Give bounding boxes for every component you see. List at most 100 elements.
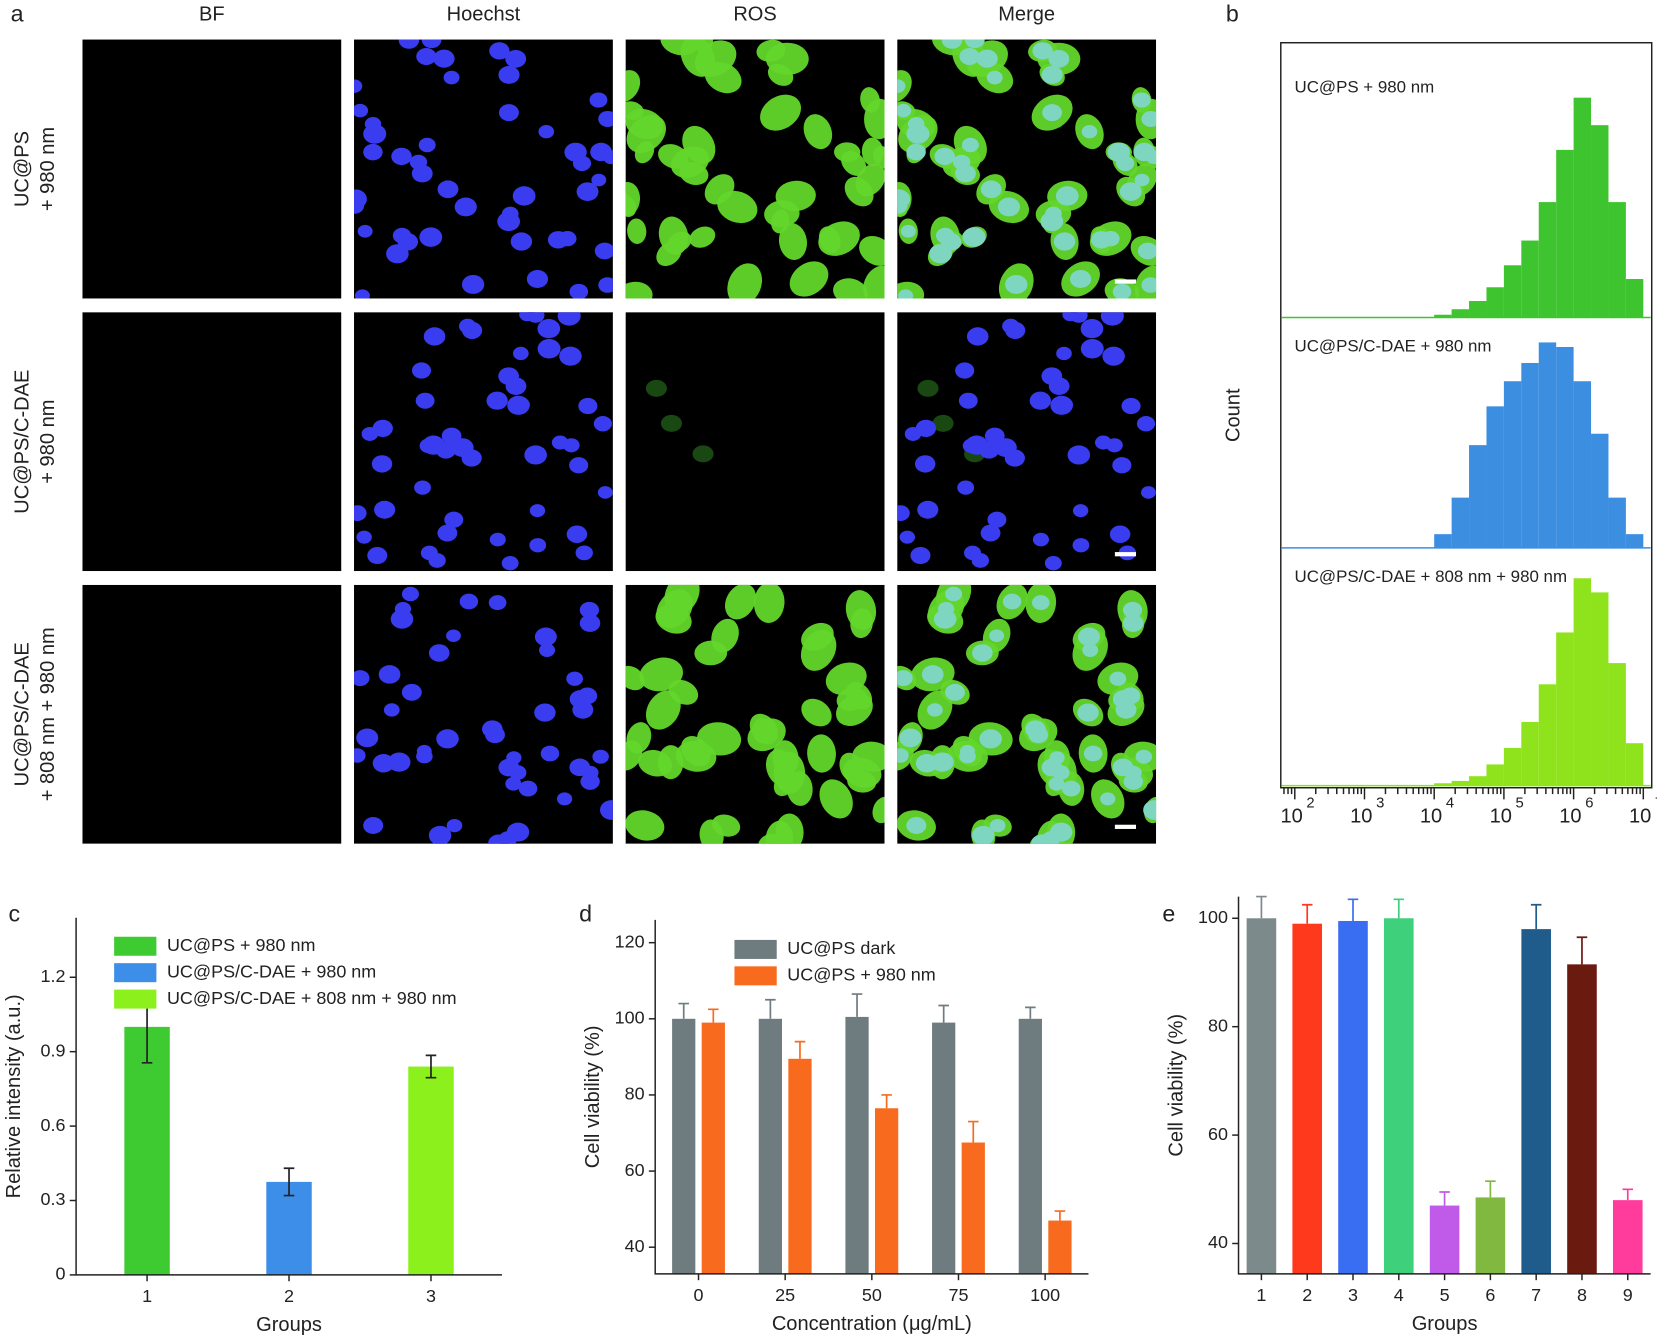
nucleus xyxy=(437,524,458,542)
bar xyxy=(845,1016,869,1274)
histogram-bar xyxy=(1538,202,1557,318)
nucleus xyxy=(897,103,912,118)
bar xyxy=(408,1066,454,1275)
micrograph-content xyxy=(897,584,1157,844)
nucleus xyxy=(1072,504,1089,518)
cell-body xyxy=(872,796,885,824)
histogram-bar xyxy=(1469,445,1487,548)
micrograph-content xyxy=(354,39,613,299)
nucleus xyxy=(537,338,561,359)
histogram-bar xyxy=(1469,300,1487,318)
nucleus xyxy=(989,629,1005,643)
cell-body xyxy=(625,101,644,120)
nucleus xyxy=(488,595,507,611)
nucleus xyxy=(897,670,913,687)
x-tick-label: 9 xyxy=(1623,1285,1633,1305)
nucleus xyxy=(529,538,547,553)
nucleus xyxy=(927,703,943,717)
nucleus xyxy=(897,748,909,763)
nucleus xyxy=(933,609,957,629)
cell-body xyxy=(861,137,884,167)
micrograph-content xyxy=(354,312,613,572)
panel-letter: d xyxy=(579,901,592,927)
nucleus xyxy=(572,700,594,719)
nucleus xyxy=(354,103,369,118)
micrograph-content xyxy=(625,39,885,299)
row-label: + 980 nm xyxy=(37,127,59,211)
nucleus xyxy=(372,419,393,437)
x-axis-label: Concentration (μg/mL) xyxy=(772,1313,972,1335)
cell-body xyxy=(765,42,809,75)
cell-body xyxy=(655,604,692,634)
nucleus xyxy=(446,629,461,643)
nucleus xyxy=(997,197,1021,217)
histogram-bar xyxy=(1625,279,1644,318)
x-axis-label: Groups xyxy=(256,1314,322,1336)
histogram-bar xyxy=(1503,747,1522,786)
nucleus xyxy=(547,231,569,249)
nucleus xyxy=(1141,110,1157,128)
nucleus xyxy=(354,670,370,687)
histogram-bar xyxy=(1486,406,1504,548)
nucleus xyxy=(1005,321,1026,339)
cell-body xyxy=(765,820,794,844)
bar xyxy=(1567,964,1597,1274)
panel-letter: c xyxy=(8,901,20,927)
y-axis-label: Relative intensity (a.u.) xyxy=(3,994,25,1198)
nucleus xyxy=(418,137,436,153)
error-bar xyxy=(765,998,776,1019)
nucleus xyxy=(540,745,560,762)
nucleus xyxy=(446,818,463,833)
histogram-bar xyxy=(1591,125,1609,318)
nucleus xyxy=(443,70,460,85)
nucleus xyxy=(898,289,914,299)
nucleus xyxy=(390,609,414,629)
x-tick-label: 10 xyxy=(1559,806,1581,828)
nucleus xyxy=(959,47,980,66)
nucleus xyxy=(979,729,1002,749)
histogram-bar xyxy=(1573,381,1592,548)
nucleus xyxy=(1044,556,1062,571)
legend-label: UC@PS + 980 nm xyxy=(167,935,315,955)
bar xyxy=(1292,923,1323,1274)
nucleus xyxy=(356,530,372,544)
error-bar xyxy=(1256,895,1267,919)
x-tick-exponent: 2 xyxy=(1306,796,1314,812)
micrograph xyxy=(82,584,342,844)
histogram-bar xyxy=(1538,342,1557,548)
nucleus xyxy=(357,224,373,238)
nucleus xyxy=(538,124,555,139)
nucleus xyxy=(1002,593,1022,610)
nucleus xyxy=(1072,538,1090,553)
column-header: Hoechst xyxy=(447,4,521,26)
histogram-bar xyxy=(1591,433,1609,548)
bar xyxy=(701,1022,725,1274)
micrograph-content xyxy=(82,312,342,572)
legend-label: UC@PS + 980 nm xyxy=(787,965,935,985)
x-tick-label: 0 xyxy=(694,1285,704,1305)
nucleus xyxy=(1080,338,1104,359)
nucleus xyxy=(1032,42,1053,60)
y-tick-label: 100 xyxy=(1198,907,1228,927)
axes xyxy=(654,919,1089,1275)
cell-body xyxy=(682,125,716,165)
legend-swatch xyxy=(734,966,777,986)
micrograph xyxy=(897,39,1157,299)
error-bar xyxy=(1054,1210,1066,1221)
nucleus xyxy=(387,752,411,772)
row-label: UC@PS xyxy=(12,131,34,207)
nucleus xyxy=(1048,49,1070,68)
nucleus xyxy=(897,79,906,93)
nucleus xyxy=(354,79,363,93)
nucleus xyxy=(414,480,431,495)
nucleus xyxy=(569,283,589,299)
micrograph xyxy=(354,584,613,844)
nucleus xyxy=(416,47,437,66)
bar xyxy=(266,1181,312,1275)
y-tick-label: 40 xyxy=(1208,1232,1228,1252)
y-tick-label: 0 xyxy=(56,1264,66,1284)
nucleus xyxy=(444,511,464,528)
nucleus xyxy=(391,147,412,166)
y-tick-label: 40 xyxy=(625,1236,645,1256)
nucleus xyxy=(559,346,582,366)
